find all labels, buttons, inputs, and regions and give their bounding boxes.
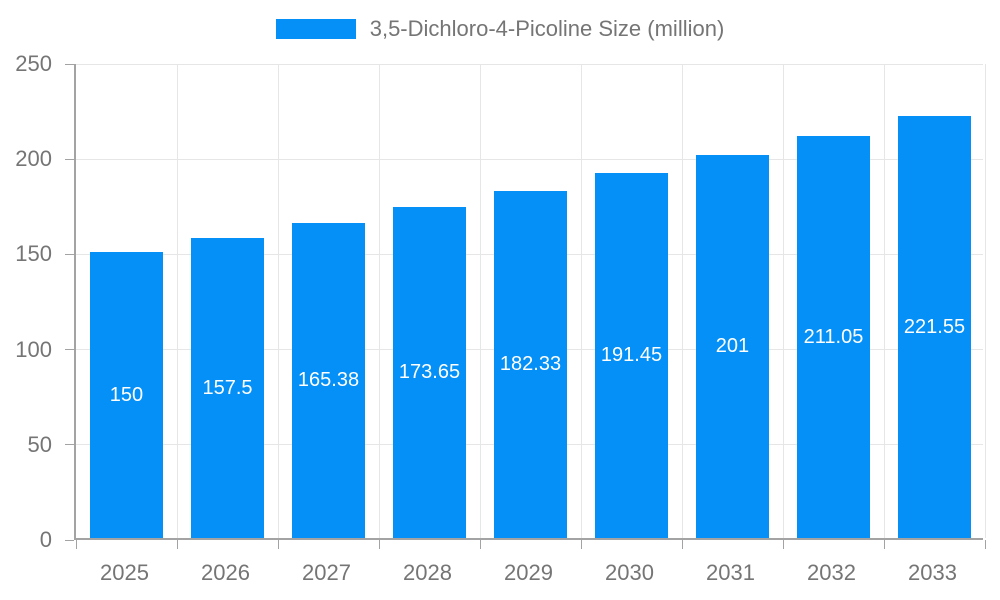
y-axis-tick [65,349,74,351]
x-axis-tick [681,540,683,549]
y-tick-label: 200 [15,146,52,172]
legend-swatch [275,19,356,39]
x-axis-tick [580,540,582,549]
gridline-vertical [378,64,380,538]
y-axis-tick [65,539,74,541]
y-axis-tick [65,158,74,160]
bar-2029[interactable]: 182.33 [493,190,568,538]
bar-value-label: 201 [715,335,750,358]
legend-label: 3,5-Dichloro-4-Picoline Size (million) [369,16,725,41]
gridline-vertical [580,64,582,538]
x-axis-tick [176,540,178,549]
gridline-vertical [479,64,481,538]
x-tick-label-2029: 2029 [504,560,553,585]
x-tick-label-2030: 2030 [605,560,654,585]
y-tick-label: 100 [15,336,52,362]
x-tick-label-2032: 2032 [807,560,856,585]
x-axis-tick [883,540,885,549]
gridline-horizontal [76,158,983,160]
gridline-vertical [681,64,683,538]
y-axis-tick [65,253,74,255]
y-axis-tick [65,444,74,446]
x-tick-label-2028: 2028 [403,560,452,585]
x-tick-label-2027: 2027 [302,560,351,585]
bar-value-label: 157.5 [202,376,253,399]
x-axis-tick [277,540,279,549]
bar-value-label: 150 [109,383,144,406]
bar-value-label: 211.05 [803,325,864,348]
bar-2027[interactable]: 165.38 [291,223,366,538]
x-tick-label-2033: 2033 [908,560,957,585]
plot-area: 150 157.5 165.38 173.65 182.33 191.45 201 211.0… [65,63,986,549]
y-tick-label: 150 [15,241,52,267]
x-axis-tick [782,540,784,549]
y-axis-tick [65,63,74,65]
bar-value-label: 191.45 [600,344,663,367]
x-tick-label-2026: 2026 [201,560,250,585]
y-tick-label: 50 [27,431,52,457]
bar-2031[interactable]: 201 [695,155,770,538]
x-axis-tick [479,540,481,549]
gridline-vertical [782,64,784,538]
bar-2032[interactable]: 211.05 [796,136,871,538]
gridline-vertical [883,64,885,538]
bar-2030[interactable]: 191.45 [594,173,669,538]
bar-2033[interactable]: 221.55 [897,116,972,538]
gridline-vertical [277,64,279,538]
y-tick-label: 250 [15,51,52,76]
bar-2026[interactable]: 157.5 [190,238,265,538]
gridline-vertical [176,64,178,538]
gridline-vertical [984,64,986,538]
bar-2025[interactable]: 150 [89,252,164,538]
x-tick-label-2025: 2025 [100,560,149,585]
x-axis-tick [984,540,986,549]
bar-value-label: 165.38 [297,369,360,392]
bar-value-label: 173.65 [398,361,461,384]
x-tick-label-2031: 2031 [706,560,755,585]
legend[interactable]: 3,5-Dichloro-4-Picoline Size (million) [0,14,1000,44]
gridline-horizontal [76,63,983,65]
y-tick-label: 0 [39,527,52,552]
x-axis-tick [378,540,380,549]
bar-value-label: 221.55 [903,315,966,338]
bar-value-label: 182.33 [499,352,562,375]
x-axis-tick [75,540,77,549]
bar-2028[interactable]: 173.65 [392,207,467,538]
